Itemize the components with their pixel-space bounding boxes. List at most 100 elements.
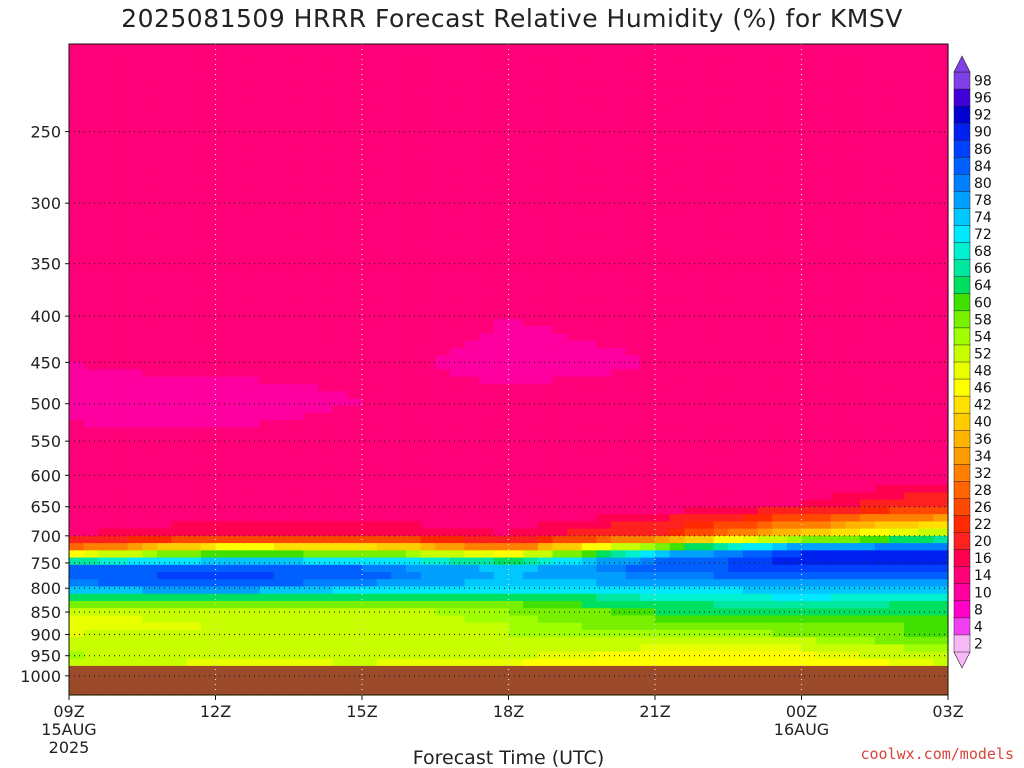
rh-cell <box>596 412 612 421</box>
rh-cell <box>332 203 348 211</box>
rh-cell <box>230 253 246 262</box>
rh-cell <box>655 521 671 530</box>
rh-cell <box>362 275 378 284</box>
rh-cell <box>171 369 187 378</box>
rh-cell <box>523 181 539 190</box>
rh-cell <box>391 347 407 356</box>
rh-cell <box>464 275 480 284</box>
rh-cell <box>523 87 539 96</box>
rh-cell <box>259 311 275 320</box>
rh-cell <box>405 181 422 190</box>
rh-cell <box>464 203 480 211</box>
rh-cell <box>69 203 85 211</box>
rh-cell <box>625 311 641 320</box>
rh-cell <box>684 550 700 559</box>
rh-cell <box>288 369 304 378</box>
rh-cell <box>98 44 114 52</box>
rh-cell <box>493 564 510 573</box>
rh-cell <box>596 347 612 356</box>
rh-cell <box>830 543 847 551</box>
rh-cell <box>655 434 671 443</box>
rh-cell <box>537 152 554 161</box>
rh-cell <box>728 485 744 494</box>
rh-cell <box>860 470 876 479</box>
rh-cell <box>303 195 319 204</box>
rh-cell <box>567 44 583 52</box>
rh-cell <box>69 268 85 277</box>
rh-cell <box>156 456 173 465</box>
rh-cell <box>640 326 656 334</box>
rh-cell <box>200 210 217 219</box>
rh-cell <box>581 615 597 624</box>
rh-cell <box>156 65 173 74</box>
rh-cell <box>669 369 685 378</box>
rh-cell <box>127 521 143 530</box>
rh-cell <box>713 203 729 211</box>
rh-cell <box>215 268 231 277</box>
rh-cell <box>698 326 715 334</box>
rh-cell <box>742 572 759 580</box>
rh-cell <box>303 181 319 190</box>
rh-cell <box>611 658 627 667</box>
rh-cell <box>493 449 510 457</box>
rh-cell <box>611 412 627 421</box>
rh-cell <box>200 51 217 60</box>
rh-cell <box>567 340 583 349</box>
rh-cell <box>83 44 99 52</box>
rh-cell <box>493 391 510 400</box>
rh-cell <box>259 470 275 479</box>
rh-cell <box>405 101 422 110</box>
rh-cell <box>98 51 114 60</box>
rh-cell <box>713 253 729 262</box>
rh-cell <box>567 492 583 501</box>
rh-cell <box>669 543 685 551</box>
rh-cell <box>332 72 348 81</box>
rh-cell <box>874 261 890 269</box>
rh-cell <box>596 166 612 175</box>
rh-cell <box>318 159 334 168</box>
rh-cell <box>112 333 129 342</box>
rh-cell <box>596 268 612 277</box>
rh-cell <box>318 564 334 573</box>
rh-cell <box>405 586 422 595</box>
rh-cell <box>156 174 173 183</box>
rh-cell <box>303 405 319 414</box>
rh-cell <box>98 232 114 240</box>
rh-cell <box>420 130 436 139</box>
rh-cell <box>830 362 847 371</box>
rh-cell <box>772 362 788 371</box>
rh-cell <box>376 398 392 407</box>
rh-cell <box>69 152 85 161</box>
rh-cell <box>816 152 832 161</box>
rh-cell <box>801 420 817 428</box>
rh-cell <box>698 289 715 298</box>
rh-cell <box>596 492 612 501</box>
rh-cell <box>684 637 700 645</box>
rh-cell <box>449 391 466 400</box>
rh-cell <box>391 629 407 638</box>
rh-cell <box>816 362 832 371</box>
rh-cell <box>742 521 759 530</box>
rh-cell <box>581 65 597 74</box>
rh-cell <box>405 600 422 609</box>
rh-cell <box>493 572 510 580</box>
rh-cell <box>200 326 217 334</box>
rh-cell <box>669 326 685 334</box>
rh-cell <box>772 456 788 465</box>
rh-cell <box>259 427 275 436</box>
rh-cell <box>405 608 422 617</box>
rh-cell <box>435 543 451 551</box>
rh-cell <box>567 261 583 269</box>
rh-cell <box>464 94 480 103</box>
rh-cell <box>860 492 876 501</box>
rh-cell <box>508 340 524 349</box>
rh-cell <box>98 101 114 110</box>
rh-cell <box>332 535 348 544</box>
rh-cell <box>786 261 803 269</box>
rh-cell <box>259 535 275 544</box>
rh-cell <box>186 485 202 494</box>
rh-cell <box>596 87 612 96</box>
rh-cell <box>552 629 568 638</box>
rh-cell <box>376 282 392 291</box>
rh-cell <box>757 311 773 320</box>
